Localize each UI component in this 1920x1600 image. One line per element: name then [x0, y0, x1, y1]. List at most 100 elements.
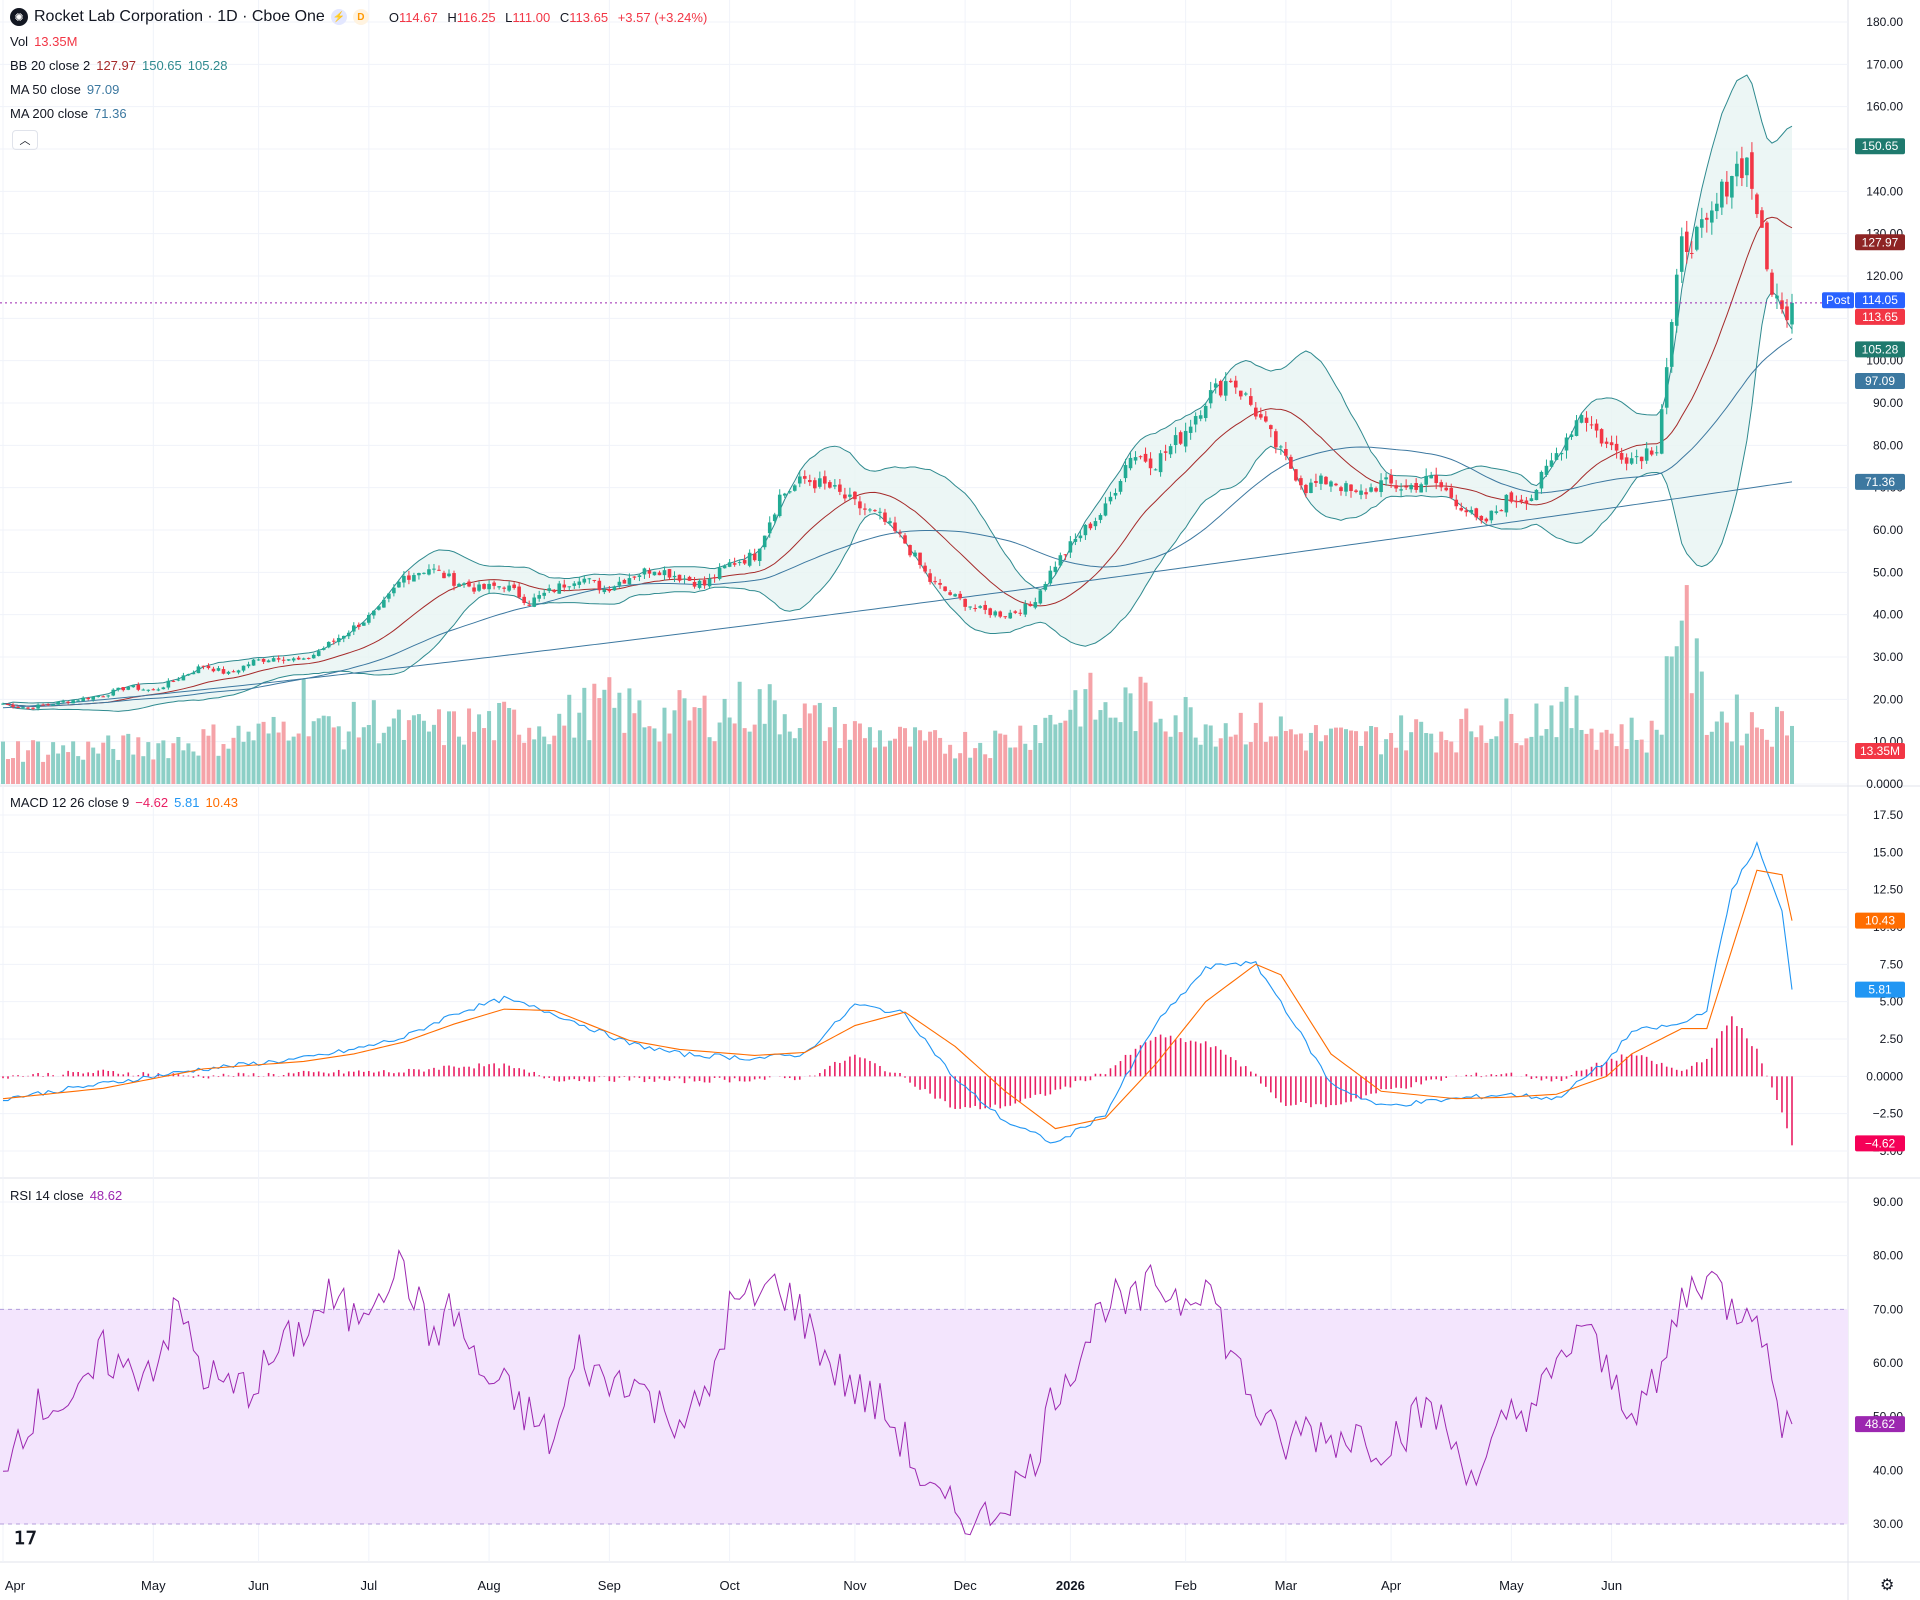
candle-body	[1394, 485, 1398, 489]
volume-bar	[697, 707, 702, 784]
tag-ma200-text: 71.36	[1865, 475, 1895, 489]
tradingview-logo-icon[interactable]: 𝟣𝟩	[14, 1528, 37, 1548]
symbol-title[interactable]: Rocket Lab Corporation · 1D · Cboe One	[34, 8, 325, 25]
ohlc-values: O114.67 H116.25 L111.00 C113.65 +3.57 (+…	[388, 9, 708, 25]
candle-body	[101, 696, 106, 698]
volume-bar	[1354, 731, 1359, 784]
volume-bar	[1744, 733, 1749, 784]
time-axis-label: Apr	[5, 1578, 26, 1593]
tag-bb-upper: 150.65	[1855, 138, 1905, 155]
volume-bar	[1749, 712, 1754, 784]
volume-bar	[1349, 730, 1354, 784]
volume-bar	[181, 750, 186, 784]
candle-body	[497, 586, 501, 588]
candle-body	[191, 672, 196, 675]
volume-bar	[527, 727, 532, 784]
candle-body	[1584, 417, 1589, 423]
candle-body	[667, 569, 672, 578]
candle-body	[1289, 456, 1293, 469]
candle-body	[1238, 390, 1243, 397]
candle-body	[96, 696, 101, 698]
candle-body	[1634, 456, 1639, 458]
candle-body	[577, 581, 582, 585]
candle-body	[1228, 380, 1233, 383]
volume-bar	[827, 727, 832, 784]
dividend-badge-icon[interactable]: D	[352, 9, 369, 25]
candle-body	[672, 575, 677, 578]
legend-ma200[interactable]: MA 200 close 71.36	[10, 106, 127, 121]
candle-body	[1484, 518, 1489, 522]
collapse-legend-button[interactable]: ︿	[12, 130, 38, 150]
volume-bar	[792, 738, 797, 784]
candle-body	[1745, 157, 1749, 176]
legend-rsi[interactable]: RSI 14 close 48.62	[10, 1188, 123, 1203]
candle-body	[547, 588, 552, 591]
volume-bar	[1028, 749, 1033, 784]
tag-post-label-text: Post	[1826, 293, 1851, 307]
legend-bollinger[interactable]: BB 20 close 2 127.97 150.65 105.28	[10, 58, 228, 73]
legend-macd[interactable]: MACD 12 26 close 9 −4.62 5.81 10.43	[10, 795, 238, 810]
volume-bar	[1173, 715, 1178, 784]
volume-bar	[96, 753, 101, 784]
time-axis-label: Sep	[598, 1578, 621, 1593]
volume-bar	[1454, 752, 1459, 784]
candle-body	[687, 576, 692, 581]
volume-bar	[426, 731, 431, 784]
volume-bar	[497, 702, 502, 784]
candle-body	[1479, 515, 1484, 521]
tag-last-price-text: 113.65	[1862, 310, 1898, 324]
volume-bar	[627, 688, 632, 784]
candle-body	[838, 484, 842, 492]
volume-bar	[702, 695, 707, 784]
candle-body	[211, 668, 216, 672]
lightning-badge-icon[interactable]: ⚡	[330, 9, 347, 25]
candle-body	[216, 668, 221, 671]
legend-ma50[interactable]: MA 50 close 97.09	[10, 82, 120, 97]
candle-body	[1594, 423, 1599, 431]
candle-body	[326, 641, 331, 648]
candle-body	[1404, 486, 1408, 488]
volume-bar	[156, 743, 161, 784]
candle-body	[948, 592, 952, 595]
price-tick-label: 170.00	[1866, 57, 1903, 71]
candle-body	[1434, 475, 1439, 484]
candle-body	[592, 579, 597, 581]
volume-bar	[246, 731, 251, 784]
candle-body	[341, 635, 346, 639]
volume-bar	[256, 723, 261, 784]
candle-body	[772, 514, 777, 522]
price-tick-label: 20.00	[1873, 692, 1903, 706]
candle-body	[1, 703, 5, 705]
candle-body	[1469, 509, 1474, 513]
volume-bar	[607, 677, 612, 784]
candle-body	[1755, 194, 1759, 215]
macd-tick-label: 0.0000	[1866, 1069, 1903, 1083]
candle-body	[402, 576, 406, 583]
candle-body	[782, 493, 787, 496]
candle-body	[878, 511, 882, 513]
volume-bar	[1243, 744, 1248, 784]
volume-bar	[522, 742, 527, 784]
volume-bar	[958, 753, 963, 784]
candle-body	[853, 491, 857, 500]
candle-body	[1324, 476, 1328, 485]
candle-body	[908, 545, 912, 556]
volume-bar	[1759, 729, 1764, 784]
candle-body	[833, 485, 837, 487]
volume-bar	[331, 727, 336, 784]
volume-bar	[176, 736, 181, 784]
volume-bar	[1123, 687, 1128, 784]
candle-body	[677, 574, 682, 581]
candle-body	[1033, 602, 1038, 608]
candle-body	[1048, 570, 1053, 584]
candle-body	[1544, 465, 1549, 475]
settings-gear-icon[interactable]: ⚙	[1880, 1577, 1895, 1594]
candle-body	[682, 578, 687, 580]
volume-bar	[1218, 738, 1223, 784]
candle-body	[1329, 481, 1333, 487]
legend-volume[interactable]: Vol 13.35M	[10, 34, 78, 49]
candle-body	[1143, 453, 1148, 462]
volume-bar	[381, 732, 386, 784]
volume-bar	[1774, 706, 1779, 784]
